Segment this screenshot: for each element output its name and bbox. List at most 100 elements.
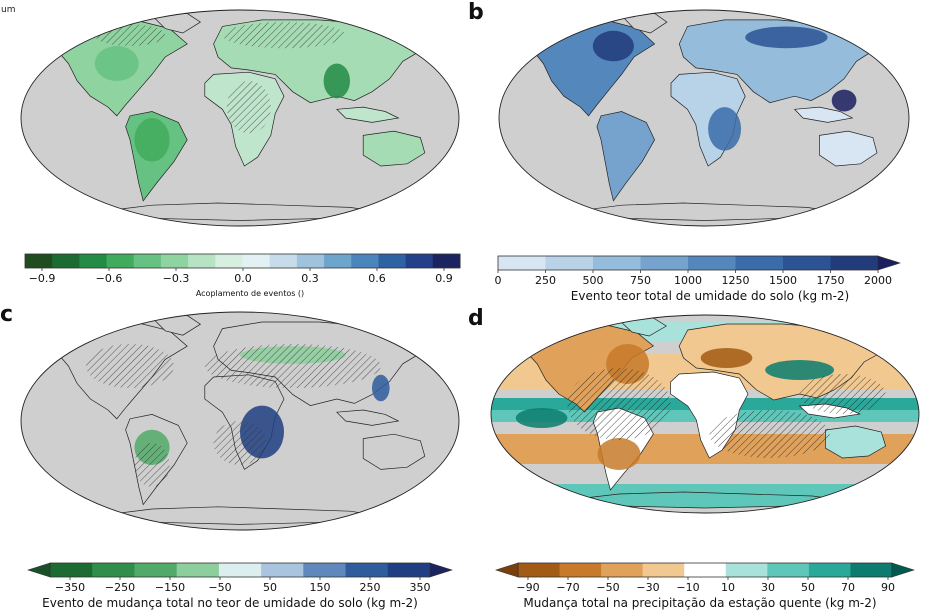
- colorbar-tick-label: −0.9: [29, 272, 56, 285]
- colorbar-tick-label: −0.6: [96, 272, 123, 285]
- colorbar-tick-label: 150: [310, 581, 331, 594]
- colorbar-segment: [684, 563, 727, 577]
- colorbar-tick-label: −250: [105, 581, 135, 594]
- colorbar-tick-label: 0.0: [234, 272, 252, 285]
- colorbar-outline: [24, 253, 461, 269]
- colorbar-tick-label: 0.9: [435, 272, 453, 285]
- colorbar-tick-label: 1750: [817, 274, 845, 287]
- panel-b-letter: b: [468, 0, 484, 25]
- panel-d-letter: d: [468, 306, 484, 331]
- colorbar-segment: [432, 254, 461, 268]
- colorbar-segment: [601, 563, 644, 577]
- colorbar-d: −90 −70 −50 −30 −10 10 30 50 70 90: [495, 562, 915, 594]
- colorbar-segment: [640, 256, 689, 270]
- panel-c-letter: c: [0, 302, 14, 327]
- map-d: [490, 314, 920, 514]
- colorbar-tick-label: −50: [596, 581, 619, 594]
- map-b: [498, 9, 910, 227]
- colorbar-tick-label: 10: [721, 581, 735, 594]
- colorbar-tick-label: −350: [55, 581, 85, 594]
- colorbar-tick-label: 50: [801, 581, 815, 594]
- colorbar-segment: [160, 254, 189, 268]
- colorbar-segment: [688, 256, 736, 270]
- colorbar-tick-label: 250: [535, 274, 556, 287]
- colorbar-tick-label: −30: [636, 581, 659, 594]
- colorbar-tick-label: 0: [495, 274, 502, 287]
- colorbar-segment: [188, 254, 216, 268]
- colorbar-tick-label: 90: [881, 581, 895, 594]
- colorbar-segment: [345, 563, 389, 577]
- colorbar-segment: [25, 254, 53, 268]
- colorbar-segment: [324, 254, 352, 268]
- colorbar-segment: [261, 563, 304, 577]
- colorbar-extend-max: [877, 255, 901, 271]
- colorbar-segment: [133, 254, 162, 268]
- colorbar-segment: [498, 256, 546, 270]
- colorbar-segment: [218, 563, 262, 577]
- colorbar-tick-label: 250: [360, 581, 381, 594]
- colorbar-c: −350 −250 −150 −50 50 150 250 350: [27, 562, 453, 594]
- colorbar-tick-label: 500: [583, 274, 604, 287]
- colorbar-a: −0.9 −0.6 −0.3 0.0 0.3 0.6 0.9: [24, 253, 461, 285]
- colorbar-tick-label: 50: [263, 581, 277, 594]
- colorbar-tick-label: 750: [630, 274, 651, 287]
- colorbar-tick-label: −50: [208, 581, 231, 594]
- map-a: [20, 9, 460, 227]
- colorbar-segment: [52, 254, 80, 268]
- colorbar-segment: [559, 563, 602, 577]
- colorbar-segment: [242, 254, 271, 268]
- colorbar-tick-label: 0.6: [368, 272, 386, 285]
- panel-d: d −90 −70 −50 −30 −10 10 30 50 70 90 Mudança tota…: [468, 306, 929, 613]
- colorbar-segment: [808, 563, 851, 577]
- colorbar-segment: [79, 254, 108, 268]
- panel-a-corner-text: um: [1, 5, 16, 15]
- map-c: [20, 311, 460, 531]
- colorbar-segment: [593, 256, 641, 270]
- colorbar-tick-label: 350: [410, 581, 431, 594]
- colorbar-segment: [215, 254, 243, 268]
- colorbar-segment: [269, 254, 298, 268]
- colorbar-c-title: Evento de mudança total no teor de umida…: [42, 596, 418, 610]
- colorbar-segment: [106, 254, 135, 268]
- colorbar-segment: [545, 256, 594, 270]
- panel-a: um −0.9 −0.6 −0.3 0.0 0.3 0.6 0.9 Acoplamento …: [0, 0, 470, 306]
- colorbar-segment: [767, 563, 810, 577]
- colorbar-tick-label: −90: [516, 581, 539, 594]
- colorbar-tick-label: 30: [761, 581, 775, 594]
- colorbar-tick-label: 2000: [864, 274, 892, 287]
- colorbar-segment: [378, 254, 407, 268]
- colorbar-tick-label: −10: [676, 581, 699, 594]
- colorbar-segment: [830, 256, 879, 270]
- colorbar-segment: [783, 256, 831, 270]
- colorbar-tick-label: 0.3: [301, 272, 319, 285]
- colorbar-segment: [50, 563, 93, 577]
- colorbar-segment: [134, 563, 178, 577]
- colorbar-segment: [92, 563, 135, 577]
- colorbar-d-title: Mudança total na precipitação da estação…: [523, 596, 877, 610]
- colorbar-segment: [405, 254, 434, 268]
- colorbar-tick-label: 70: [841, 581, 855, 594]
- colorbar-segment: [642, 563, 685, 577]
- colorbar-tick-label: 1250: [722, 274, 750, 287]
- colorbar-extend-min: [495, 562, 519, 578]
- colorbar-segment: [850, 563, 893, 577]
- colorbar-extend-max: [429, 562, 453, 578]
- colorbar-segment: [387, 563, 431, 577]
- colorbar-extend-max: [891, 562, 915, 578]
- colorbar-tick-label: −0.3: [163, 272, 190, 285]
- colorbar-segment: [303, 563, 347, 577]
- colorbar-segment: [351, 254, 379, 268]
- colorbar-segment: [176, 563, 220, 577]
- colorbar-tick-label: 1000: [674, 274, 702, 287]
- colorbar-segment: [735, 256, 784, 270]
- colorbar-b: 0 250 500 750 1000 1250 1500 1750 2000: [495, 255, 901, 287]
- panel-c: c −350 −250 −150 −50 50 150 250 350 Evento de m…: [0, 302, 470, 613]
- colorbar-segment: [518, 563, 561, 577]
- colorbar-segment: [725, 563, 768, 577]
- colorbar-tick-label: −150: [155, 581, 185, 594]
- colorbar-extend-min: [27, 562, 51, 578]
- panel-b: b 0 250 500 750 1000 1250 1500 1750 2000 Evento …: [468, 0, 929, 306]
- colorbar-a-title: Acoplamento de eventos (): [195, 289, 305, 298]
- colorbar-b-title: Evento teor total de umidade do solo (kg…: [570, 289, 850, 303]
- colorbar-tick-label: −70: [556, 581, 579, 594]
